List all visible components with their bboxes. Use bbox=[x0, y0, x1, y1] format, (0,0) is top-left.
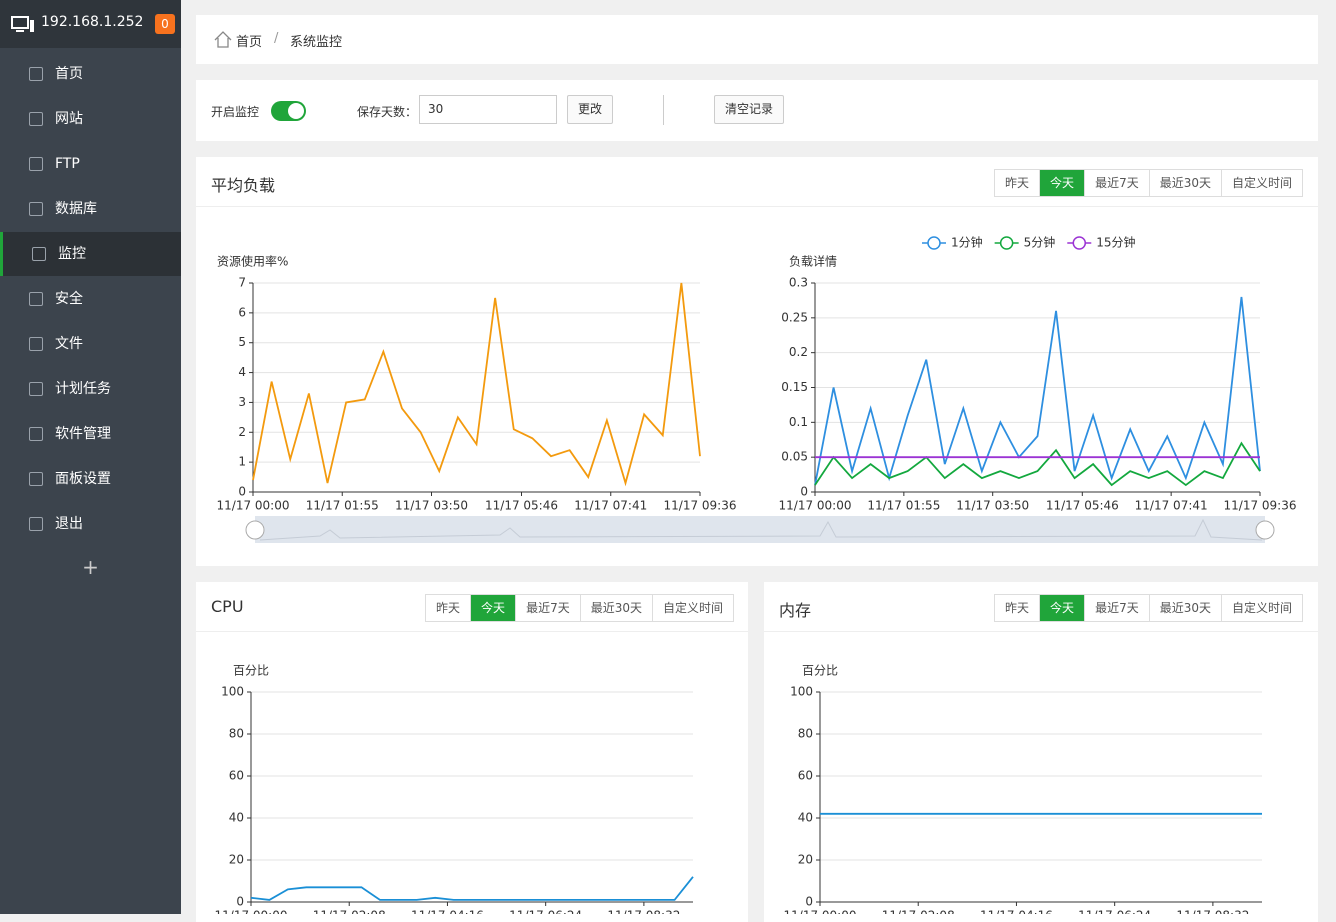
range-button[interactable]: 最近7天 bbox=[515, 595, 580, 621]
sidebar-header: 192.168.1.252 0 bbox=[0, 0, 181, 48]
range-button[interactable]: 自定义时间 bbox=[1220, 595, 1302, 621]
menu-icon bbox=[29, 202, 43, 216]
menu-label: FTP bbox=[55, 156, 80, 172]
days-input[interactable]: 30 bbox=[419, 95, 557, 124]
sidebar: 192.168.1.252 0 首页网站 FTP 数据库监控安全文件计划任务软件管理… bbox=[0, 0, 181, 914]
menu-item[interactable]: 网站 bbox=[0, 97, 181, 141]
home-icon bbox=[214, 31, 232, 48]
range-button[interactable]: 昨天 bbox=[1005, 601, 1030, 615]
toolbar: 开启监控 保存天数： 30 更改 清空记录 bbox=[196, 80, 1318, 141]
range-buttons: 昨天 今天 最近7天 最近30天 自定义时间 bbox=[425, 594, 734, 622]
range-button[interactable]: 昨天 bbox=[436, 601, 461, 615]
menu-icon bbox=[32, 247, 46, 261]
menu-label: 计划任务 bbox=[55, 381, 111, 397]
menu-icon bbox=[29, 382, 43, 396]
menu-icon bbox=[29, 517, 43, 531]
range-button[interactable]: 今天 bbox=[470, 595, 516, 621]
change-button[interactable]: 更改 bbox=[567, 95, 614, 124]
panel-title: 内存 bbox=[779, 601, 812, 620]
range-button[interactable]: 最近7天 bbox=[1084, 170, 1149, 196]
menu-icon bbox=[29, 112, 43, 126]
range-button[interactable]: 昨天 bbox=[1005, 176, 1030, 190]
menu-icon bbox=[29, 472, 43, 486]
menu-icon bbox=[29, 337, 43, 351]
breadcrumb-home[interactable]: 首页 bbox=[236, 35, 263, 50]
panel-divider bbox=[764, 631, 1318, 632]
host[interactable]: 192.168.1.252 bbox=[41, 14, 144, 30]
menu-item[interactable]: 文件 bbox=[0, 322, 181, 366]
panel-divider bbox=[196, 206, 1318, 207]
menu-label: 安全 bbox=[55, 291, 83, 307]
badge[interactable]: 0 bbox=[155, 14, 175, 34]
panel-title: CPU bbox=[211, 597, 244, 616]
range-button[interactable]: 自定义时间 bbox=[651, 595, 733, 621]
divider bbox=[663, 95, 664, 125]
menu-icon bbox=[29, 67, 43, 81]
menu-item[interactable]: 软件管理 bbox=[0, 412, 181, 456]
menu-item[interactable]: FTP bbox=[0, 142, 181, 186]
menu-item[interactable]: 退出 bbox=[0, 502, 181, 546]
range-buttons: 昨天 今天 最近7天 最近30天 自定义时间 bbox=[994, 594, 1303, 622]
clear-button[interactable]: 清空记录 bbox=[714, 95, 785, 124]
panel-divider bbox=[196, 631, 748, 632]
days-label: 保存天数： bbox=[357, 105, 418, 119]
menu-label: 文件 bbox=[55, 336, 83, 352]
range-button[interactable]: 今天 bbox=[1039, 170, 1085, 196]
host-icon bbox=[11, 16, 34, 32]
menu-item[interactable]: 计划任务 bbox=[0, 367, 181, 411]
menu-icon bbox=[29, 292, 43, 306]
menu-item[interactable]: 首页 bbox=[0, 52, 181, 96]
menu-label: 监控 bbox=[58, 246, 86, 262]
menu-item[interactable]: 数据库 bbox=[0, 187, 181, 231]
monitor-toggle[interactable] bbox=[271, 101, 306, 121]
load-panel: 平均负载 昨天 今天 最近7天 最近30天 自定义时间 bbox=[196, 157, 1318, 566]
range-button[interactable]: 自定义时间 bbox=[1220, 170, 1302, 196]
breadcrumb-current: 系统监控 bbox=[290, 35, 343, 50]
range-button[interactable]: 最近30天 bbox=[579, 595, 652, 621]
range-button[interactable]: 最近30天 bbox=[1148, 595, 1221, 621]
monitor-label: 开启监控 bbox=[211, 105, 260, 119]
menu-label: 软件管理 bbox=[55, 426, 111, 442]
range-button[interactable]: 今天 bbox=[1039, 595, 1085, 621]
menu-item[interactable]: 安全 bbox=[0, 277, 181, 321]
breadcrumb-separator: / bbox=[274, 31, 279, 46]
menu-label: 网站 bbox=[55, 111, 83, 127]
range-buttons: 昨天 今天 最近7天 最近30天 自定义时间 bbox=[994, 169, 1303, 197]
menu-item[interactable]: 面板设置 bbox=[0, 457, 181, 501]
breadcrumb: 首页 / 系统监控 bbox=[196, 15, 1318, 64]
memory-panel: 内存 昨天 今天 最近7天 最近30天 自定义时间 bbox=[764, 582, 1318, 922]
menu-label: 退出 bbox=[55, 516, 83, 532]
range-button[interactable]: 最近30天 bbox=[1148, 170, 1221, 196]
menu-icon bbox=[29, 427, 43, 441]
menu-label: 数据库 bbox=[55, 201, 97, 217]
menu-icon bbox=[29, 157, 43, 171]
cpu-panel: CPU 昨天 今天 最近7天 最近30天 自定义时间 bbox=[196, 582, 748, 922]
menu-item[interactable]: 监控 bbox=[0, 232, 181, 276]
range-button[interactable]: 最近7天 bbox=[1084, 595, 1149, 621]
panel-title: 平均负载 bbox=[211, 176, 276, 195]
add-button[interactable]: + bbox=[82, 555, 99, 579]
menu-label: 首页 bbox=[55, 66, 83, 82]
menu-label: 面板设置 bbox=[55, 471, 111, 487]
